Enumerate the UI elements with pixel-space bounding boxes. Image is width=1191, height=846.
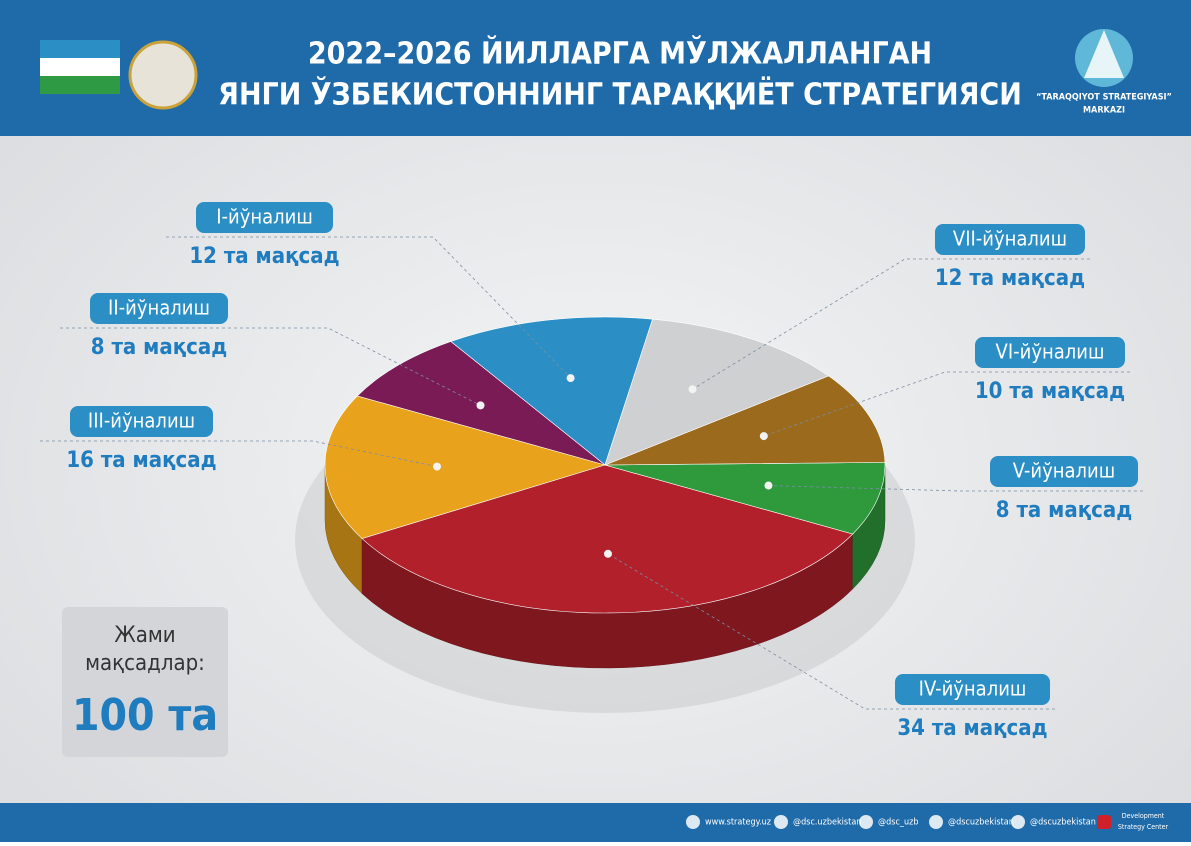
leader-line [607,553,1055,710]
logo-shape [1084,30,1124,78]
leader-line [40,440,438,467]
footer-icon [929,815,943,829]
slice-dot [688,385,697,394]
footer-brand: Strategy Center [1118,823,1169,831]
footer-link: @dscuzbekistan [1030,818,1096,828]
leader-line [763,371,1130,437]
footer-icon [1011,815,1025,829]
category-label: II-йўналиш [108,296,210,320]
pie-slice [604,375,886,466]
value-label: 12 та мақсад [189,244,339,269]
footer-icon [1097,815,1111,829]
footer-link: @dsc_uzb [878,818,918,828]
leader-line [692,258,1090,390]
value-label: 34 та мақсад [897,716,1047,741]
category-label: IV-йўналиш [919,677,1027,701]
logo-text: “TARAQQIYOT STRATEGIYASI” [1036,93,1172,103]
label-pill [990,456,1138,487]
value-label: 12 та мақсад [935,266,1085,291]
total-label: мақсадлар: [85,651,205,676]
total-box [62,607,228,757]
footer-link: @dsc.uzbekistan [793,818,861,828]
label-pill [975,337,1125,368]
category-label: III-йўналиш [88,409,195,433]
category-label: VI-йўналиш [996,340,1105,364]
emblem [128,40,198,110]
footer: www.strategy.uz @dsc.uzbekistan @dsc_uzb @d… [686,812,1168,831]
pie-slice [450,316,653,466]
category-label: VII-йўналиш [953,227,1067,251]
pie-chart: I-йўналиш 12 та мақсад II-йўналиш 8 та мақс… [40,202,1143,741]
label-pill [90,293,228,324]
flag-stripe [40,40,120,58]
slice-dot [433,462,442,471]
slice-dot [603,549,612,558]
title-line: ЯНГИ ЎЗБЕКИСТОННИНГ ТАРАҚҚИЁТ СТРАТЕГИЯС… [218,77,1022,113]
slice-dot [566,374,575,383]
footer-bar [0,803,1191,842]
leader-line [166,236,571,379]
header-bar [0,0,1191,136]
footer-link: @dscuzbekistan [948,818,1014,828]
footer-icon [774,815,788,829]
total-label: Жами [114,623,175,648]
value-label: 8 та мақсад [91,335,227,360]
pie-slice [604,462,886,535]
footer-icon [686,815,700,829]
footer-link: www.strategy.uz [705,818,771,828]
slice-dot [476,401,485,410]
slice-dot [764,481,773,490]
footer-icon [859,815,873,829]
title-line: 2022–2026 ЙИЛЛАРГА МЎЛЖАЛЛАНГАН [308,36,932,72]
logo-text: MARKAZI [1083,106,1125,116]
leader-line [768,485,1143,492]
pie-slice [604,318,830,466]
category-label: V-йўналиш [1013,459,1115,483]
pie-slice [324,395,607,539]
category-label: I-йўналиш [216,205,313,229]
value-label: 8 та мақсад [996,498,1132,523]
value-label: 16 та мақсад [66,448,216,473]
slice-dot [759,432,768,441]
label-pill [895,674,1050,705]
footer-brand: Development [1122,812,1165,820]
total-value: 100 та [72,690,218,741]
flag-stripe [40,58,120,76]
label-pill [70,406,213,437]
pie-slice [361,464,854,614]
label-pill [196,202,333,233]
label-pill [935,224,1085,255]
value-label: 10 та мақсад [975,379,1125,404]
